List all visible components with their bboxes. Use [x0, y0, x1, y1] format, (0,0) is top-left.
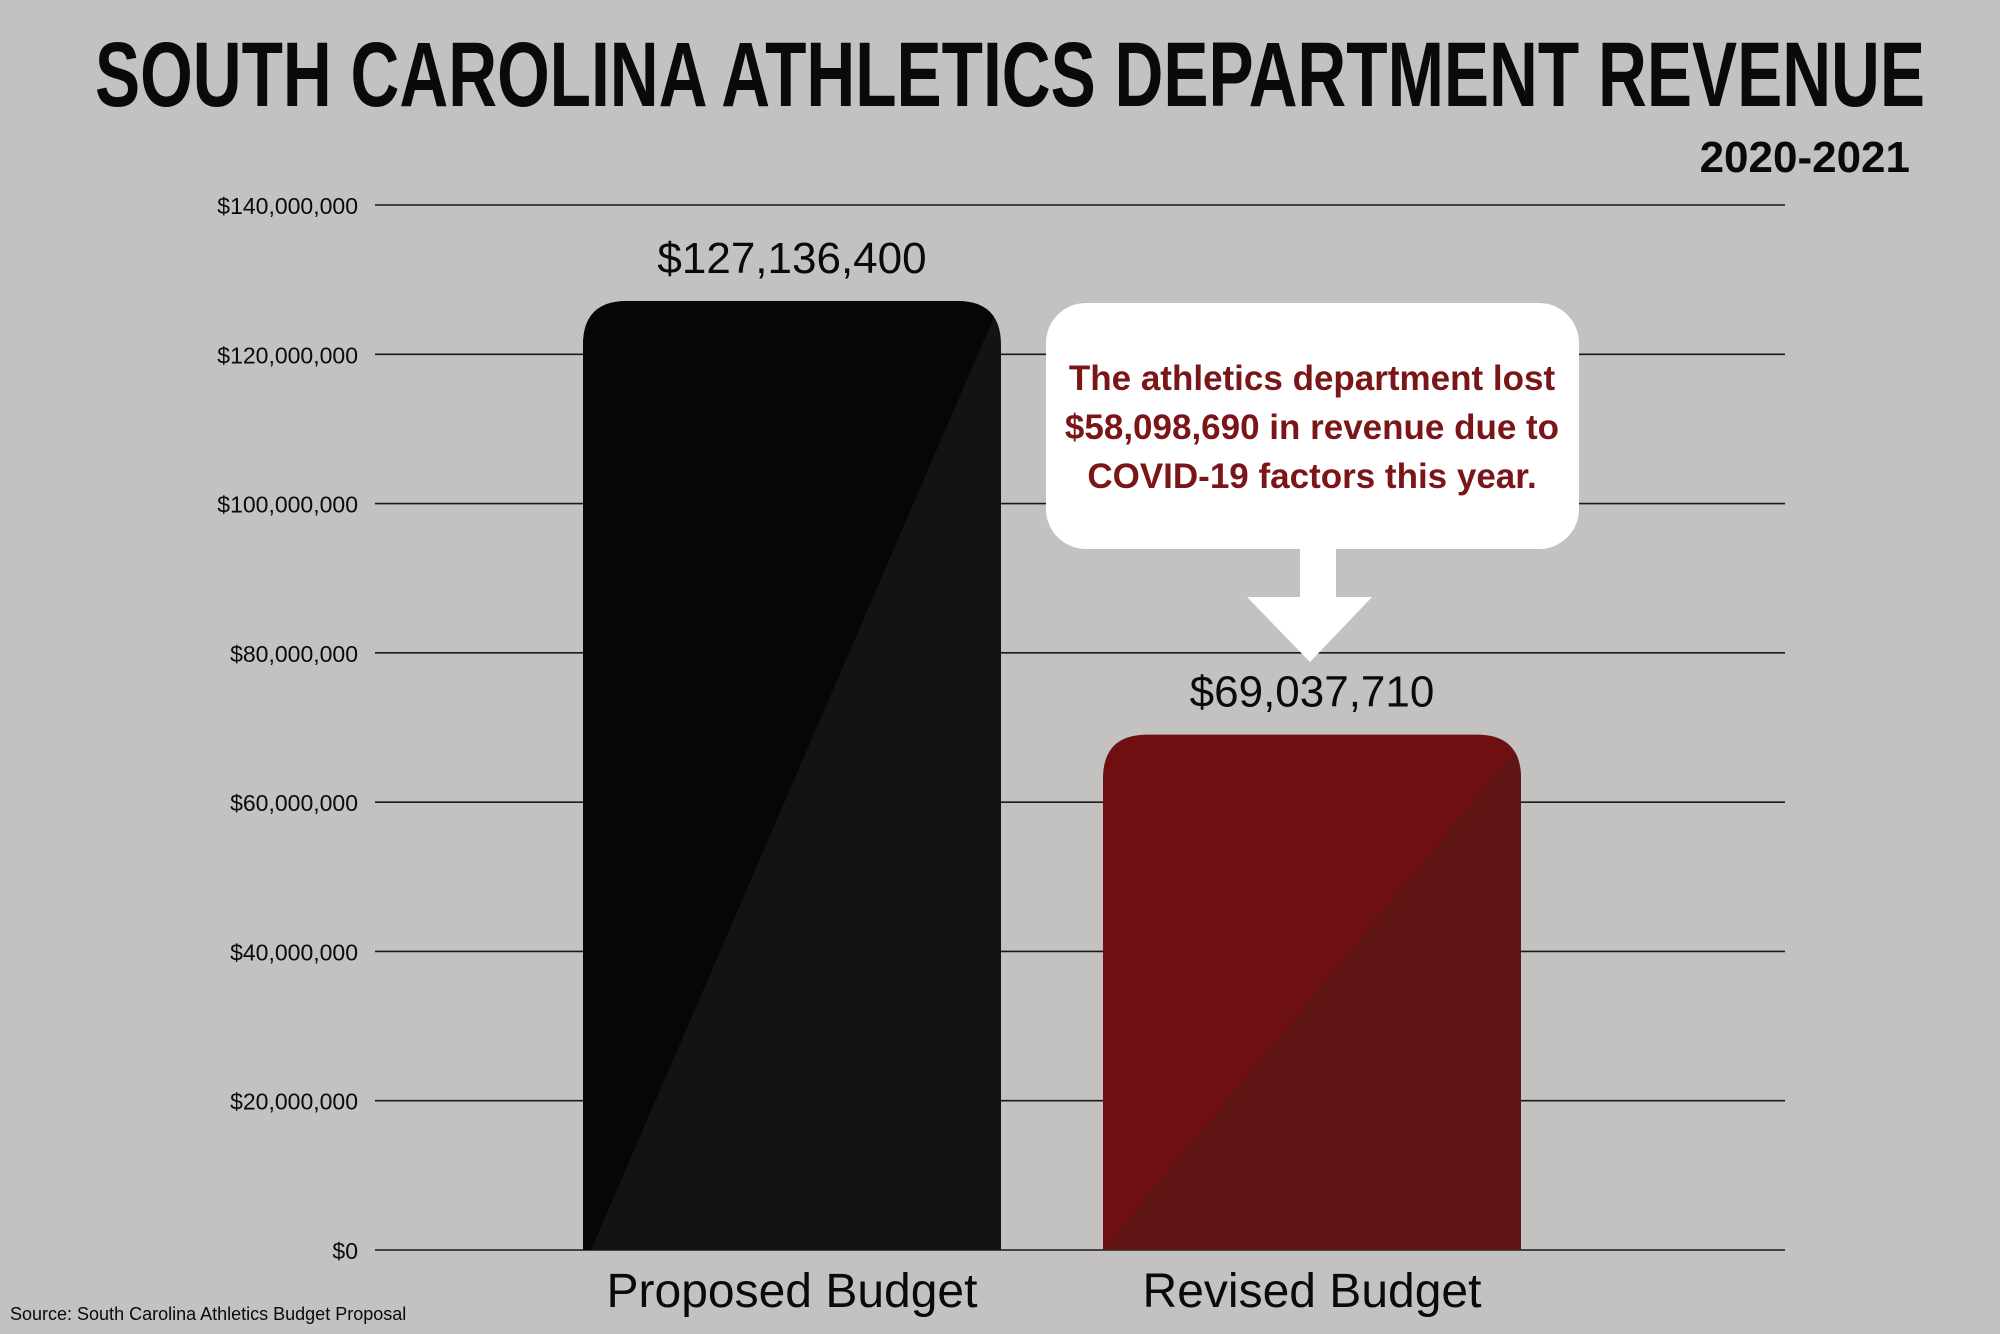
bar-shading: [1103, 744, 1521, 1250]
y-tick-label: $80,000,000: [230, 641, 358, 667]
callout-text-line: $58,098,690 in revenue due to: [1065, 408, 1559, 447]
category-label: Proposed Budget: [607, 1265, 978, 1318]
y-tick-label: $60,000,000: [230, 790, 358, 816]
value-labels: $127,136,400 $69,037,710: [657, 234, 1434, 717]
callout-arrow-icon: [1247, 545, 1372, 662]
y-tick-label: $120,000,000: [217, 342, 358, 368]
y-tick-label: $20,000,000: [230, 1089, 358, 1115]
callout-bubble: [1046, 303, 1579, 549]
y-tick-label: $100,000,000: [217, 492, 358, 518]
source-note: Source: South Carolina Athletics Budget …: [10, 1304, 406, 1324]
category-labels: Proposed Budget Revised Budget: [607, 1265, 1482, 1318]
bar-value-label: $127,136,400: [657, 234, 926, 283]
y-tick-label: $140,000,000: [217, 193, 358, 219]
category-label: Revised Budget: [1143, 1265, 1482, 1318]
chart-title: SOUTH CAROLINA ATHLETICS DEPARTMENT REVE…: [95, 24, 1925, 126]
callout-text-line: The athletics department lost: [1069, 359, 1556, 398]
y-tick-label: $40,000,000: [230, 939, 358, 965]
bar-value-label: $69,037,710: [1190, 668, 1435, 717]
y-axis-tick-labels: $0 $20,000,000 $40,000,000 $60,000,000 $80,0…: [217, 193, 358, 1264]
y-tick-label: $0: [332, 1238, 358, 1264]
annotation-callout: The athletics department lost $58,098,690…: [1046, 303, 1579, 662]
bars: [583, 301, 1521, 1250]
chart-subtitle: 2020-2021: [1700, 133, 1910, 182]
bar-shading: [583, 301, 1001, 1250]
callout-text-line: COVID-19 factors this year.: [1087, 457, 1536, 496]
